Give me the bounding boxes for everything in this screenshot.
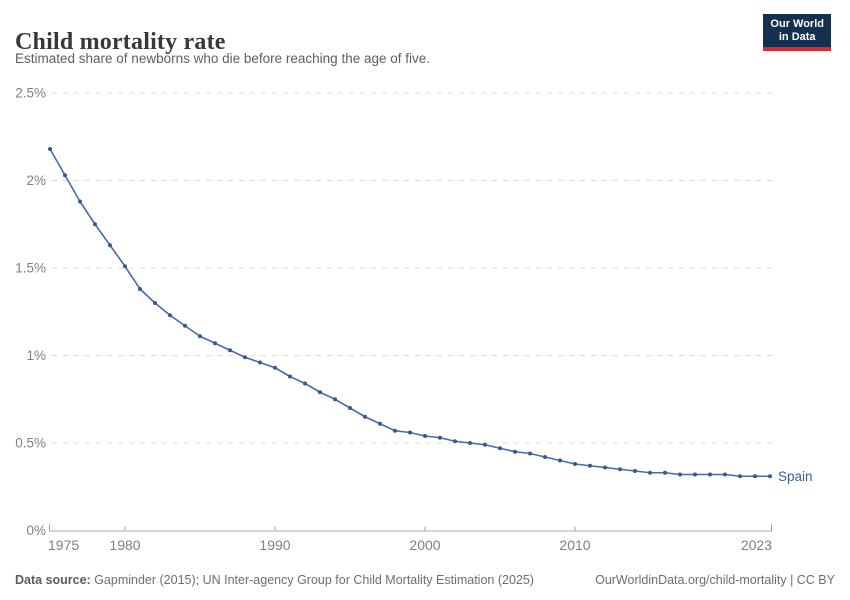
- data-point-Spain-2017[interactable]: [678, 472, 682, 477]
- data-point-Spain-2008[interactable]: [543, 455, 547, 459]
- data-point-Spain-1976[interactable]: [63, 173, 67, 178]
- y-axis-label-0.5%: 0.5%: [15, 436, 46, 451]
- data-source-text: Gapminder (2015); UN Inter-agency Group …: [90, 573, 534, 587]
- data-point-Spain-2000[interactable]: [423, 434, 427, 438]
- footer-link[interactable]: OurWorldinData.org/child-mortality | CC …: [595, 573, 835, 587]
- data-point-Spain-1993[interactable]: [318, 390, 322, 395]
- data-point-Spain-1977[interactable]: [78, 199, 82, 204]
- data-point-Spain-2009[interactable]: [558, 458, 562, 463]
- data-point-Spain-1982[interactable]: [153, 301, 157, 305]
- page-title: Child mortality rate: [15, 29, 226, 56]
- series-line-Spain[interactable]: [49, 148, 771, 478]
- data-point-Spain-2006[interactable]: [513, 449, 517, 454]
- x-axis-label-1980: 1980: [109, 537, 140, 553]
- data-point-Spain-1983[interactable]: [168, 313, 172, 318]
- owid-logo-line1: Our World: [770, 18, 824, 30]
- data-point-Spain-2022[interactable]: [753, 474, 757, 479]
- data-point-Spain-2016[interactable]: [663, 470, 667, 475]
- data-point-Spain-1994[interactable]: [333, 397, 337, 402]
- data-point-Spain-2012[interactable]: [603, 465, 607, 470]
- y-axis-label-2.5%: 2.5%: [15, 86, 46, 101]
- data-point-Spain-2005[interactable]: [498, 446, 502, 451]
- chart-footer: Data source: Gapminder (2015); UN Inter-…: [15, 573, 835, 587]
- data-source-label: Data source:: [15, 573, 91, 587]
- data-point-Spain-2018[interactable]: [693, 472, 697, 477]
- data-point-Spain-1998[interactable]: [393, 428, 397, 433]
- x-axis-label-2010: 2010: [559, 537, 590, 553]
- data-point-Spain-1997[interactable]: [378, 421, 382, 426]
- data-point-Spain-1979[interactable]: [108, 243, 112, 248]
- data-point-Spain-2002[interactable]: [453, 439, 457, 444]
- x-axis-label-1990: 1990: [259, 537, 290, 553]
- data-point-Spain-1992[interactable]: [303, 381, 307, 386]
- data-point-Spain-1991[interactable]: [288, 374, 292, 379]
- data-point-Spain-1990[interactable]: [273, 365, 277, 370]
- owid-logo-line2: in Data: [778, 31, 816, 43]
- y-axis-label-1%: 1%: [26, 348, 46, 363]
- data-point-Spain-1988[interactable]: [243, 355, 247, 360]
- y-axis-label-0%: 0%: [26, 523, 46, 538]
- data-point-Spain-1978[interactable]: [93, 222, 97, 227]
- data-point-Spain-1981[interactable]: [138, 287, 142, 291]
- chart-subtitle: Estimated share of newborns who die befo…: [15, 51, 430, 66]
- data-point-Spain-2004[interactable]: [483, 442, 487, 447]
- data-point-Spain-2020[interactable]: [723, 472, 727, 477]
- data-point-Spain-2019[interactable]: [708, 472, 712, 477]
- data-point-Spain-1999[interactable]: [408, 430, 412, 435]
- y-axis-label-2%: 2%: [26, 173, 46, 188]
- y-axis-label-1.5%: 1.5%: [15, 261, 46, 276]
- data-point-Spain-1984[interactable]: [183, 323, 187, 328]
- data-point-Spain-2001[interactable]: [438, 435, 442, 440]
- data-point-Spain-1985[interactable]: [198, 334, 202, 339]
- data-point-Spain-2014[interactable]: [633, 469, 637, 473]
- data-point-Spain-2013[interactable]: [618, 467, 622, 472]
- data-point-Spain-1986[interactable]: [213, 341, 217, 346]
- x-axis-label-2000: 2000: [409, 537, 440, 553]
- data-source: Data source: Gapminder (2015); UN Inter-…: [15, 573, 534, 587]
- data-point-Spain-2021[interactable]: [738, 474, 742, 479]
- data-point-Spain-1996[interactable]: [363, 414, 367, 419]
- data-point-Spain-1989[interactable]: [258, 360, 262, 365]
- data-point-Spain-1975[interactable]: [48, 147, 52, 151]
- data-point-Spain-1980[interactable]: [123, 264, 127, 269]
- data-point-Spain-2015[interactable]: [648, 470, 652, 475]
- data-point-Spain-2023[interactable]: [768, 474, 772, 479]
- owid-logo[interactable]: Our World in Data: [763, 14, 831, 51]
- data-point-Spain-1987[interactable]: [228, 348, 232, 353]
- data-point-Spain-1995[interactable]: [348, 406, 352, 410]
- data-point-Spain-2011[interactable]: [588, 463, 592, 468]
- data-point-Spain-2007[interactable]: [528, 451, 532, 456]
- series-end-label-Spain[interactable]: Spain: [778, 469, 813, 484]
- x-axis-label-1975: 1975: [48, 537, 79, 553]
- x-axis-label-2023: 2023: [741, 537, 772, 553]
- data-point-Spain-2003[interactable]: [468, 441, 472, 445]
- data-point-Spain-2010[interactable]: [573, 462, 577, 466]
